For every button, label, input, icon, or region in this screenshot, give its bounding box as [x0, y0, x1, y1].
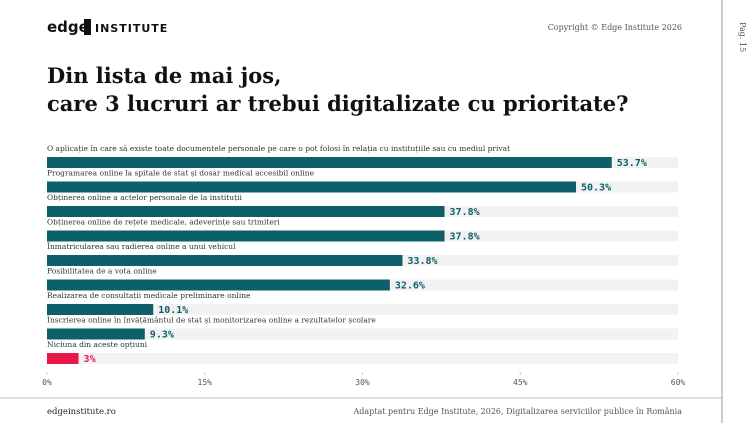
value-label: 3%: [84, 354, 96, 365]
category-label: Înmatricularea sau radierea online a unu…: [47, 242, 236, 251]
value-label: 37.8%: [450, 207, 480, 218]
bar: [47, 304, 154, 315]
value-label: 10.1%: [158, 305, 188, 316]
bar: [47, 230, 445, 242]
row-track: [47, 304, 678, 315]
logo-word: edge: [47, 18, 89, 36]
value-label: 9.3%: [150, 330, 174, 341]
value-label: 53.7%: [617, 158, 647, 169]
bar: [47, 206, 445, 217]
x-tick-label: 15%: [198, 378, 213, 387]
x-tick-label: 45%: [513, 378, 528, 387]
copyright: Copyright © Edge Institute 2026: [548, 23, 682, 32]
x-tick-label: 60%: [671, 378, 686, 387]
category-label: Obținerea online a actelor personale de …: [47, 193, 243, 202]
title-line: Din lista de mai jos,: [47, 63, 281, 88]
value-label: 32.6%: [395, 281, 425, 292]
bar: [47, 255, 403, 266]
category-label: Înscrierea online în învățământul de sta…: [47, 316, 376, 325]
row-track: [47, 328, 678, 340]
row-track: [47, 353, 678, 364]
category-label: O aplicație în care să existe toate docu…: [47, 144, 510, 153]
bar: [47, 181, 576, 193]
category-label: Obținerea online de rețete medicale, ade…: [47, 218, 280, 227]
category-label: Niciuna din aceste opțiuni: [47, 340, 148, 349]
bar: [47, 353, 79, 364]
value-label: 50.3%: [581, 183, 611, 194]
category-label: Programarea online la spitale de stat și…: [47, 169, 315, 178]
footer-website: edgeinstitute.ro: [47, 407, 116, 417]
value-label: 37.8%: [450, 232, 480, 243]
page-number: Pag. 15: [738, 22, 747, 52]
bar: [47, 328, 145, 340]
x-tick-label: 0%: [42, 378, 52, 387]
category-label: Realizarea de consultații medicale preli…: [47, 291, 251, 300]
bar: [47, 279, 390, 291]
bar: [47, 157, 612, 168]
value-label: 33.8%: [407, 256, 437, 267]
x-tick-label: 30%: [355, 378, 370, 387]
category-label: Posibilitatea de a vota online: [47, 267, 157, 276]
logo-box: INSTITUTE: [95, 22, 168, 35]
footer-source: Adaptat pentru Edge Institute, 2026, Dig…: [352, 407, 682, 416]
title-line: care 3 lucruri ar trebui digitalizate cu…: [47, 91, 628, 116]
logo-block: [84, 19, 91, 35]
